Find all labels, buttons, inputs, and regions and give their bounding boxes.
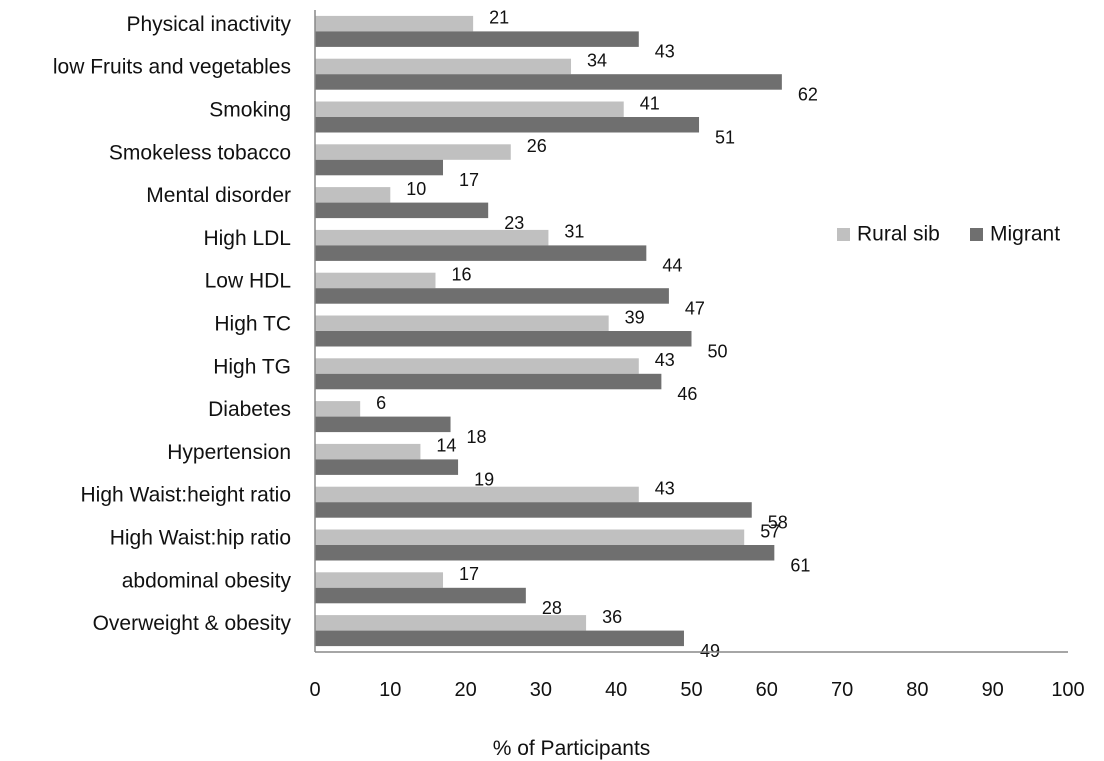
legend-label: Migrant (990, 223, 1060, 246)
data-label: 57 (760, 521, 780, 541)
data-label: 49 (700, 641, 720, 661)
data-label: 41 (640, 93, 660, 113)
data-label: 19 (474, 470, 494, 490)
bar-rural-sib (315, 58, 572, 75)
bar-rural-sib (315, 443, 421, 460)
category-label: Low HDL (205, 270, 291, 293)
x-axis-title: % of Participants (493, 737, 651, 760)
bar-migrant (315, 459, 459, 475)
bar-rural-sib (315, 572, 444, 588)
bar-rural-sib (315, 401, 361, 417)
bar-rural-sib (315, 272, 436, 289)
data-label: 50 (708, 341, 728, 361)
x-tick-labels-group: 0 10 20 30 40 50 60 70 80 90 100 (309, 679, 1084, 701)
data-label: 6 (376, 393, 386, 413)
category-label: High Waist:height ratio (81, 484, 291, 507)
data-label: 16 (451, 264, 471, 284)
data-label: 14 (436, 436, 456, 456)
x-tick-label: 70 (831, 679, 853, 701)
legend-label: Rural sib (857, 223, 940, 246)
data-label: 43 (655, 478, 675, 498)
x-tick-label: 0 (309, 679, 320, 701)
bar-migrant (315, 245, 647, 261)
category-label: Overweight & obesity (93, 612, 292, 635)
data-label: 62 (798, 84, 818, 104)
category-labels-group: Physical inactivity low Fruits and vegeta… (53, 13, 292, 635)
data-label: 46 (677, 384, 697, 404)
legend-swatch (837, 228, 850, 241)
category-label: Smoking (209, 99, 291, 122)
data-label: 17 (459, 564, 479, 584)
data-label: 21 (489, 8, 509, 28)
legend: Rural sib Migrant (837, 223, 1060, 246)
data-label: 23 (504, 213, 524, 233)
bar-migrant (315, 545, 775, 561)
bar-migrant (315, 416, 451, 433)
category-label: Hypertension (167, 441, 291, 464)
bar-migrant (315, 502, 752, 518)
data-label: 28 (542, 598, 562, 618)
bar-migrant (315, 202, 489, 219)
x-tick-label: 10 (379, 679, 401, 701)
data-label: 17 (459, 170, 479, 190)
category-label: Diabetes (208, 398, 291, 421)
data-label: 61 (790, 555, 810, 575)
category-label: abdominal obesity (122, 569, 292, 592)
x-tick-label: 100 (1051, 679, 1084, 701)
bar-migrant (315, 74, 782, 90)
data-label: 51 (715, 127, 735, 147)
x-tick-label: 40 (605, 679, 627, 701)
data-label: 39 (625, 307, 645, 327)
data-label: 36 (602, 607, 622, 627)
x-tick-label: 90 (982, 679, 1004, 701)
bar-rural-sib (315, 529, 745, 545)
bar-rural-sib (315, 486, 639, 503)
bar-migrant (315, 587, 526, 604)
data-label: 58 (768, 512, 788, 532)
category-label: High LDL (203, 227, 291, 250)
bar-rural-sib (315, 15, 474, 32)
data-label: 34 (587, 50, 607, 70)
bar-rural-sib (315, 144, 511, 160)
category-label: low Fruits and vegetables (53, 56, 291, 79)
category-label: Mental disorder (146, 184, 291, 207)
data-label: 31 (564, 222, 584, 242)
category-label: High Waist:hip ratio (110, 527, 291, 550)
x-tick-label: 60 (756, 679, 778, 701)
data-label: 44 (662, 256, 682, 276)
bar-rural-sib (315, 229, 549, 246)
category-label: Physical inactivity (126, 13, 291, 36)
x-tick-label: 20 (454, 679, 476, 701)
bar-rural-sib (315, 187, 391, 203)
bar-migrant (315, 331, 692, 347)
bars-group (315, 15, 782, 647)
data-label: 18 (467, 427, 487, 447)
category-label: Smokeless tobacco (109, 141, 291, 164)
data-label: 10 (406, 179, 426, 199)
x-tick-label: 50 (680, 679, 702, 701)
bar-rural-sib (315, 358, 639, 374)
data-label: 43 (655, 350, 675, 370)
legend-swatch (970, 228, 983, 241)
data-label: 43 (655, 42, 675, 62)
bar-rural-sib (315, 615, 587, 631)
data-label: 47 (685, 298, 705, 318)
bar-rural-sib (315, 101, 624, 117)
category-label: High TG (213, 355, 291, 378)
x-tick-label: 30 (530, 679, 552, 701)
bar-migrant (315, 31, 639, 47)
bar-migrant (315, 373, 662, 390)
bar-migrant (315, 630, 684, 647)
bar-migrant (315, 288, 669, 304)
category-label: High TC (214, 313, 291, 336)
bar-migrant (315, 159, 444, 176)
bar-rural-sib (315, 315, 609, 331)
x-tick-label: 80 (906, 679, 928, 701)
bar-migrant (315, 117, 700, 133)
data-label: 26 (527, 136, 547, 156)
